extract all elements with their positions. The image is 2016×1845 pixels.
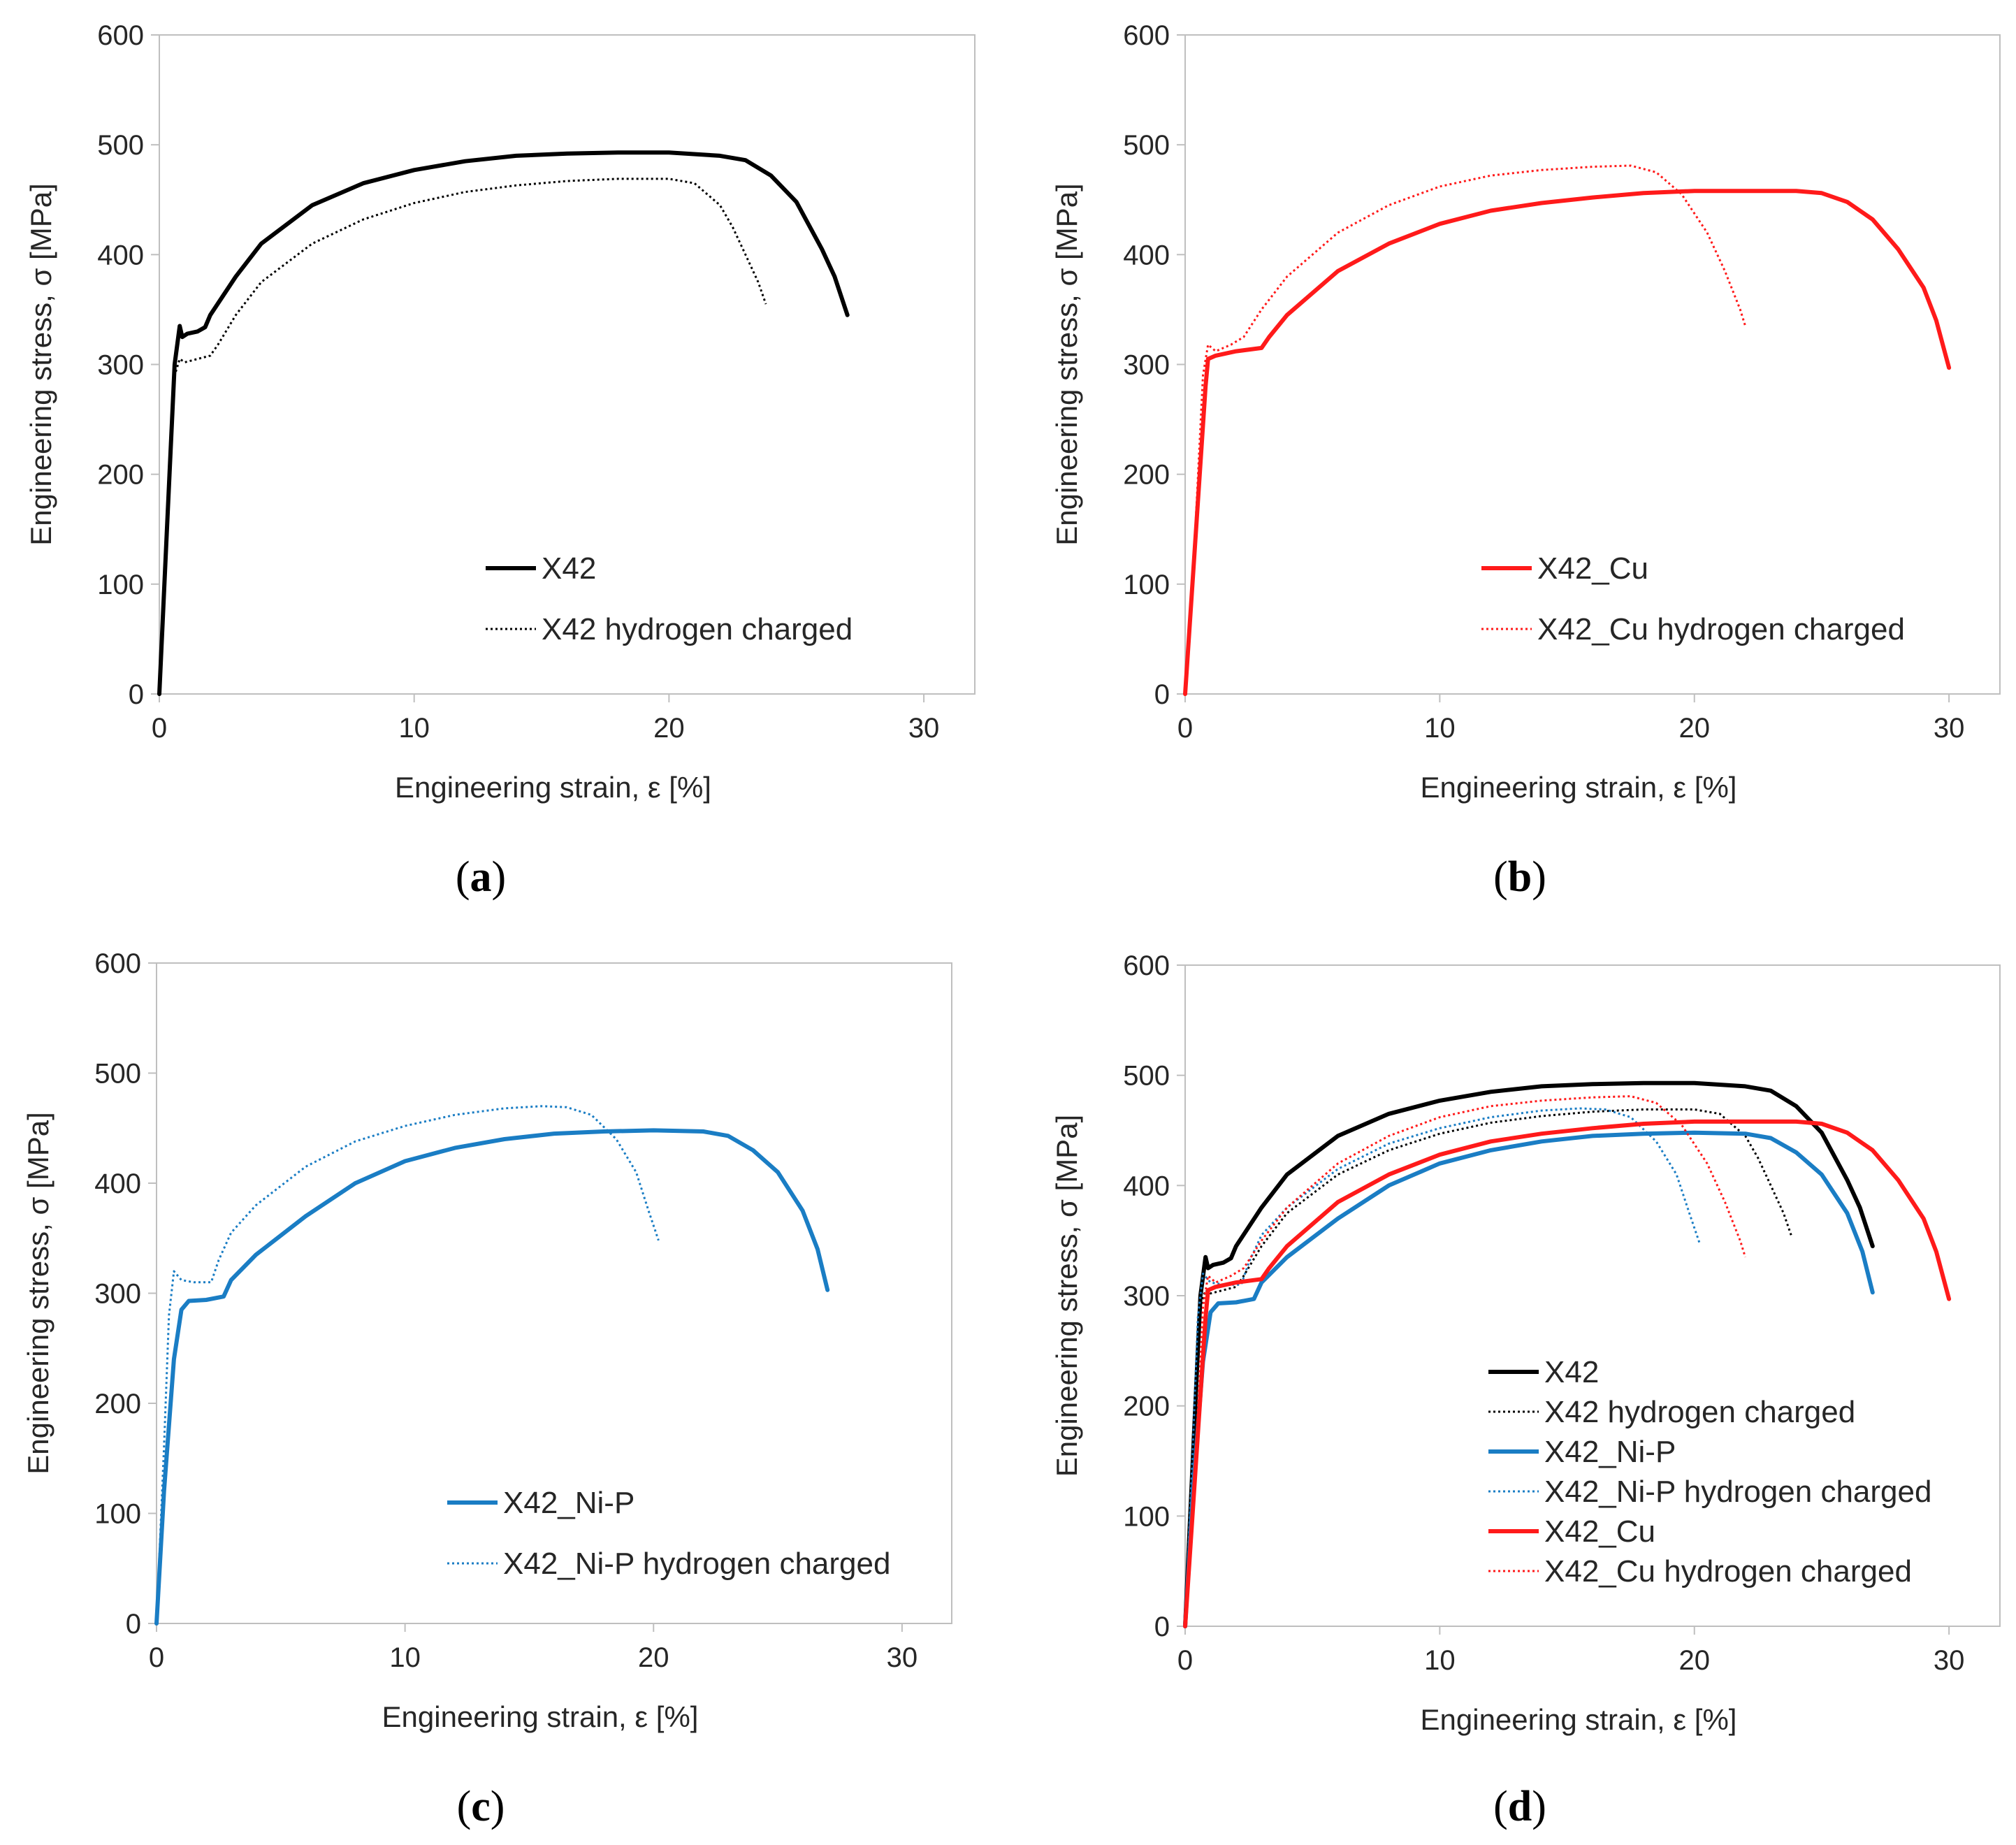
chart-panel-d: 0 100 200 300 400 500 600 0 10 20 30 Engineering st… (1050, 950, 2001, 1830)
y-axis-title: Engineering stress, σ [MPa] (1050, 1115, 1083, 1477)
x-tick-label: 30 (908, 713, 940, 744)
y-tick-label: 500 (97, 130, 144, 161)
y-axis-title: Engineering stress, σ [MPa] (1050, 183, 1083, 545)
legend-label: X42_Cu hydrogen charged (1544, 1554, 1912, 1589)
y-tick-label: 0 (129, 679, 144, 710)
x-axis-title: Engineering strain, ε [%] (1421, 1703, 1737, 1736)
y-tick-label: 200 (97, 460, 144, 491)
y-axis-title: Engineering stress, σ [MPa] (22, 1112, 55, 1474)
y-tick-label: 300 (1123, 1281, 1170, 1312)
y-tick-label: 100 (1123, 570, 1170, 600)
series-line-x42-cu-hydrogen-charged (1184, 164, 1747, 695)
chart-panel-a: 0 100 200 300 400 500 600 0 10 20 30 Engineering st… (24, 20, 976, 901)
y-tick-label: 400 (1123, 1171, 1170, 1201)
x-axis-title: Engineering strain, ε [%] (382, 1700, 699, 1733)
y-tick-label: 600 (94, 948, 141, 979)
x-tick-label: 0 (1177, 713, 1193, 744)
x-tick-label: 0 (1177, 1645, 1193, 1676)
series-line-x42-ni-p (154, 1128, 830, 1626)
legend: X42 X42 hydrogen charged (486, 551, 853, 646)
panel-caption: (c) (457, 1783, 505, 1830)
legend-label: X42_Cu (1544, 1514, 1655, 1549)
plot-area-frame (156, 962, 952, 1624)
y-tick-label: 200 (1123, 1391, 1170, 1422)
x-tick-label: 10 (389, 1642, 421, 1673)
legend-label: X42 hydrogen charged (1544, 1395, 1855, 1429)
x-tick-label: 20 (1679, 1645, 1711, 1676)
x-tick-label: 30 (887, 1642, 918, 1673)
y-tick-label: 500 (94, 1059, 141, 1090)
y-tick-label: 0 (126, 1609, 141, 1640)
panel-caption: (b) (1493, 853, 1546, 901)
x-tick-label: 0 (152, 713, 167, 744)
series-line-x42-cu (1183, 189, 1952, 696)
chart-panel-b: 0 100 200 300 400 500 600 0 10 20 30 Engineering st… (1050, 20, 2001, 901)
y-tick-label: 400 (97, 240, 144, 270)
y-tick-label: 100 (1123, 1501, 1170, 1532)
series-line-x42-ni-p (1183, 1130, 1875, 1628)
y-tick-label: 600 (97, 20, 144, 51)
legend: X42 X42 hydrogen charged X42_Ni-P X42_Ni-P … (1488, 1355, 1931, 1589)
legend-label: X42_Cu hydrogen charged (1537, 612, 1905, 646)
x-axis-title: Engineering strain, ε [%] (1421, 771, 1737, 804)
legend-label: X42_Ni-P (503, 1486, 634, 1520)
series-line-x42 (157, 150, 850, 696)
series-line-x42-cu (1183, 1119, 1952, 1628)
x-tick-label: 10 (1424, 1645, 1456, 1676)
y-tick-label: 200 (1123, 460, 1170, 491)
y-tick-label: 0 (1154, 1612, 1170, 1642)
y-tick-label: 600 (1123, 20, 1170, 51)
legend: X42_Ni-P X42_Ni-P hydrogen charged (447, 1486, 890, 1581)
panel-caption: (a) (456, 853, 506, 901)
x-tick-label: 20 (1679, 713, 1711, 744)
y-tick-label: 300 (97, 350, 144, 381)
legend-label: X42 (542, 551, 596, 586)
y-tick-label: 200 (94, 1389, 141, 1419)
y-tick-label: 100 (97, 570, 144, 600)
plot-area-frame (1184, 34, 2001, 695)
chart-panel-c: 0 100 200 300 400 500 600 0 10 20 30 Engineering st… (22, 948, 952, 1830)
y-tick-label: 300 (1123, 350, 1170, 381)
x-tick-label: 20 (638, 1642, 669, 1673)
x-tick-label: 0 (149, 1642, 164, 1673)
y-tick-label: 600 (1123, 950, 1170, 981)
legend-label: X42_Ni-P hydrogen charged (503, 1547, 890, 1581)
y-tick-label: 100 (94, 1499, 141, 1530)
x-tick-label: 30 (1934, 713, 1965, 744)
x-tick-label: 10 (1424, 713, 1456, 744)
legend-label: X42_Ni-P hydrogen charged (1544, 1475, 1931, 1509)
panel-caption: (d) (1493, 1783, 1546, 1830)
x-axis-title: Engineering strain, ε [%] (395, 771, 711, 804)
y-tick-label: 300 (94, 1279, 141, 1310)
y-tick-label: 500 (1123, 130, 1170, 161)
legend: X42_Cu X42_Cu hydrogen charged (1481, 551, 1905, 646)
x-tick-label: 20 (653, 713, 685, 744)
y-tick-label: 400 (94, 1168, 141, 1199)
series-line-x42 (1183, 1080, 1875, 1628)
legend-label: X42 (1544, 1355, 1599, 1389)
series-line-x42-ni-p-hydrogen-charged (155, 1105, 660, 1624)
y-tick-label: 500 (1123, 1061, 1170, 1092)
legend-label: X42_Ni-P (1544, 1435, 1676, 1469)
x-tick-label: 30 (1934, 1645, 1965, 1676)
series-line-x42-cu-hydrogen-charged (1184, 1095, 1747, 1627)
y-axis-title: Engineering stress, σ [MPa] (24, 183, 57, 545)
y-tick-label: 400 (1123, 240, 1170, 270)
legend-label: X42_Cu (1537, 551, 1648, 586)
plot-area-frame (159, 34, 976, 695)
y-tick-label: 0 (1154, 679, 1170, 710)
x-tick-label: 10 (398, 713, 430, 744)
legend-label: X42 hydrogen charged (542, 612, 853, 646)
